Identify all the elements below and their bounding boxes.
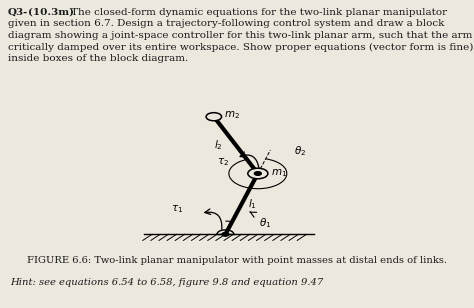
Text: $m_2$: $m_2$ xyxy=(224,109,240,121)
Text: $l_2$: $l_2$ xyxy=(214,138,223,152)
Text: (10.3m): (10.3m) xyxy=(28,8,74,17)
Text: $\tau_1$: $\tau_1$ xyxy=(172,203,183,215)
Circle shape xyxy=(206,113,221,121)
Text: $\theta_1$: $\theta_1$ xyxy=(259,216,272,230)
Text: Hint: see equations 6.54 to 6.58, figure 9.8 and equation 9.47: Hint: see equations 6.54 to 6.58, figure… xyxy=(10,278,323,287)
Circle shape xyxy=(222,233,229,236)
Text: inside boxes of the block diagram.: inside boxes of the block diagram. xyxy=(8,54,188,63)
Text: FIGURE 6.6: Two-link planar manipulator with point masses at distal ends of link: FIGURE 6.6: Two-link planar manipulator … xyxy=(27,256,447,265)
Text: $\tau_2$: $\tau_2$ xyxy=(217,156,229,168)
Circle shape xyxy=(255,172,261,175)
Text: $m_1$: $m_1$ xyxy=(271,167,287,179)
Text: diagram showing a joint-space controller for this two-link planar arm, such that: diagram showing a joint-space controller… xyxy=(8,31,474,40)
Text: $\theta_2$: $\theta_2$ xyxy=(294,144,306,158)
Text: critically damped over its entire workspace. Show proper equations (vector form : critically damped over its entire worksp… xyxy=(8,43,474,52)
Text: Q3-: Q3- xyxy=(8,8,28,17)
Text: The closed-form dynamic equations for the two-link planar manipulator: The closed-form dynamic equations for th… xyxy=(71,8,447,17)
Text: $l_1$: $l_1$ xyxy=(248,197,257,211)
Circle shape xyxy=(248,168,268,179)
Text: given in section 6.7. Design a trajectory-following control system and draw a bl: given in section 6.7. Design a trajector… xyxy=(8,19,444,29)
